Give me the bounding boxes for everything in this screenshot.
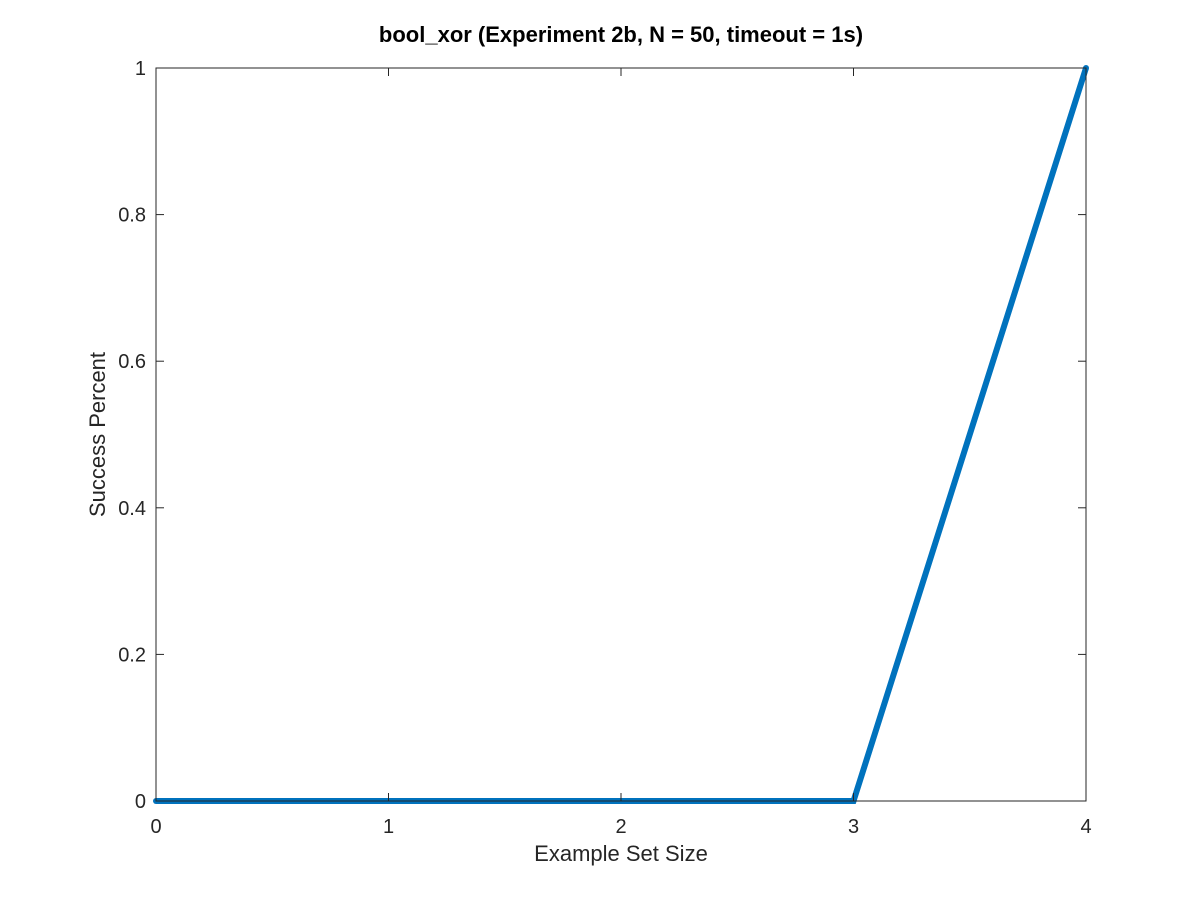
y-tick-label: 0.8 [118,205,146,227]
y-tick-label: 0.2 [118,644,146,666]
plot-area [156,68,1086,801]
x-axis-label: Example Set Size [534,841,708,866]
x-tick-label: 4 [1080,816,1091,838]
x-tick-label: 2 [615,816,626,838]
y-axis-label: Success Percent [85,352,110,517]
x-tick-label: 0 [150,816,161,838]
x-tick-label: 3 [848,816,859,838]
y-tick-label: 0.6 [118,351,146,373]
y-tick-label: 0.4 [118,498,146,520]
ticks-layer: 0 1 2 3 4 0 0.2 0.4 0.6 0.8 1 [118,58,1091,838]
y-tick-label: 1 [135,58,146,80]
x-tick-label: 1 [383,816,394,838]
chart-title: bool_xor (Experiment 2b, N = 50, timeout… [379,22,863,47]
y-tick-label: 0 [135,791,146,813]
